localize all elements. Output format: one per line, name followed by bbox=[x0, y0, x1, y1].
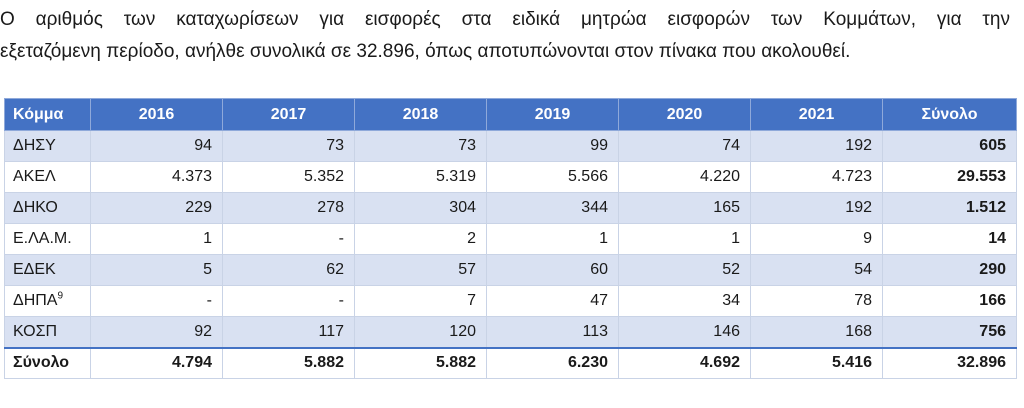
value-cell: 4.373 bbox=[90, 161, 223, 193]
header-2021: 2021 bbox=[750, 98, 883, 131]
value-cell: 5.352 bbox=[222, 161, 355, 193]
table-row: ΔΗΚΟ 229 278 304 344 165 192 1.512 bbox=[4, 192, 1017, 224]
table-header-row: Κόμμα 2016 2017 2018 2019 2020 2021 Σύνο… bbox=[4, 98, 1017, 131]
value-cell: 304 bbox=[354, 192, 487, 224]
value-cell: 57 bbox=[354, 254, 487, 286]
table-row: ΑΚΕΛ 4.373 5.352 5.319 5.566 4.220 4.723 29.553 bbox=[4, 161, 1017, 193]
party-cell: ΑΚΕΛ bbox=[4, 161, 91, 193]
row-total-cell: 756 bbox=[882, 316, 1017, 348]
header-2018: 2018 bbox=[354, 98, 487, 131]
value-cell: - bbox=[90, 285, 223, 317]
intro-paragraph: Ο αριθμός των καταχωρίσεων για εισφορές … bbox=[0, 0, 1010, 68]
value-cell: 5 bbox=[90, 254, 223, 286]
party-name: Ε.ΛΑ.Μ. bbox=[13, 230, 72, 247]
value-cell: 4.723 bbox=[750, 161, 883, 193]
party-name: ΔΗΣΥ bbox=[13, 137, 56, 154]
party-name: ΚΟΣΠ bbox=[13, 322, 58, 340]
value-cell: - bbox=[222, 285, 355, 317]
header-2017: 2017 bbox=[222, 98, 355, 131]
value-cell: 1 bbox=[90, 223, 223, 255]
intro-line-2: εξεταζόμενη περίοδο, ανήλθε συνολικά σε … bbox=[0, 41, 851, 62]
value-cell: 4.220 bbox=[618, 161, 751, 193]
sum-value-cell: 5.882 bbox=[354, 346, 487, 379]
sum-value-cell: 6.230 bbox=[486, 346, 619, 379]
value-cell: 78 bbox=[750, 285, 883, 317]
value-cell: 73 bbox=[354, 130, 487, 162]
table-row: ΕΔΕΚ 5 62 57 60 52 54 290 bbox=[4, 254, 1017, 286]
value-cell: - bbox=[222, 223, 355, 255]
party-cell: ΔΗΣΥ bbox=[4, 130, 91, 162]
value-cell: 54 bbox=[750, 254, 883, 286]
sum-value-cell: 5.416 bbox=[750, 346, 883, 379]
table-body: ΔΗΣΥ 94 73 73 99 74 192 605 ΑΚΕΛ 4.373 5.352 5.319 5… bbox=[4, 130, 1017, 379]
sum-value-cell: 4.692 bbox=[618, 346, 751, 379]
value-cell: 99 bbox=[486, 130, 619, 162]
party-name: ΔΗΚΟ bbox=[13, 199, 58, 216]
value-cell: 2 bbox=[354, 223, 487, 255]
value-cell: 192 bbox=[750, 130, 883, 162]
value-cell: 344 bbox=[486, 192, 619, 224]
sum-value-cell: 4.794 bbox=[90, 346, 223, 379]
table-row: ΔΗΣΥ 94 73 73 99 74 192 605 bbox=[4, 130, 1017, 162]
value-cell: 60 bbox=[486, 254, 619, 286]
contributions-table: Κόμμα 2016 2017 2018 2019 2020 2021 Σύνο… bbox=[4, 98, 1017, 379]
row-total-cell: 14 bbox=[882, 223, 1017, 255]
value-cell: 113 bbox=[486, 316, 619, 348]
value-cell: 229 bbox=[90, 192, 223, 224]
sum-row: Σύνολο 4.794 5.882 5.882 6.230 4.692 5.416 32.8… bbox=[4, 346, 1017, 379]
row-total-cell: 166 bbox=[882, 285, 1017, 317]
header-2016: 2016 bbox=[90, 98, 223, 131]
row-total-cell: 605 bbox=[882, 130, 1017, 162]
grand-total-cell: 32.896 bbox=[882, 346, 1017, 379]
row-total-cell: 29.553 bbox=[882, 161, 1017, 193]
party-cell: ΕΔΕΚ bbox=[4, 254, 91, 286]
value-cell: 120 bbox=[354, 316, 487, 348]
value-cell: 5.319 bbox=[354, 161, 487, 193]
value-cell: 74 bbox=[618, 130, 751, 162]
party-cell: ΚΟΣΠ bbox=[4, 316, 91, 348]
value-cell: 117 bbox=[222, 316, 355, 348]
party-cell: ΔΗΚΟ bbox=[4, 192, 91, 224]
party-cell: Ε.ΛΑ.Μ. bbox=[4, 223, 91, 255]
value-cell: 7 bbox=[354, 285, 487, 317]
value-cell: 94 bbox=[90, 130, 223, 162]
header-party: Κόμμα bbox=[4, 98, 91, 131]
value-cell: 146 bbox=[618, 316, 751, 348]
value-cell: 9 bbox=[750, 223, 883, 255]
table-row: Ε.ΛΑ.Μ. 1-2 1 1 9 14 bbox=[4, 223, 1017, 255]
value-cell: 1 bbox=[486, 223, 619, 255]
table-row: ΚΟΣΠ 92 117 120 113 146 168 756 bbox=[4, 316, 1017, 348]
sum-value-cell: 5.882 bbox=[222, 346, 355, 379]
value-cell: 192 bbox=[750, 192, 883, 224]
party-name: ΔΗΠΑ bbox=[13, 292, 58, 309]
intro-line-1: Ο αριθμός των καταχωρίσεων για εισφορές … bbox=[0, 9, 1010, 30]
header-total: Σύνολο bbox=[882, 98, 1017, 131]
value-cell: 47 bbox=[486, 285, 619, 317]
value-cell: 278 bbox=[222, 192, 355, 224]
value-cell: 52 bbox=[618, 254, 751, 286]
header-2019: 2019 bbox=[486, 98, 619, 131]
value-cell: 73 bbox=[222, 130, 355, 162]
row-total-cell: 1.512 bbox=[882, 192, 1017, 224]
value-cell: 62 bbox=[222, 254, 355, 286]
value-cell: 5.566 bbox=[486, 161, 619, 193]
value-cell: 165 bbox=[618, 192, 751, 224]
sum-label: Σύνολο bbox=[4, 346, 91, 379]
party-name: ΑΚΕΛ bbox=[13, 168, 56, 185]
header-2020: 2020 bbox=[618, 98, 751, 131]
row-total-cell: 290 bbox=[882, 254, 1017, 286]
footnote-marker: 9 bbox=[57, 290, 64, 302]
party-name: ΕΔΕΚ bbox=[13, 261, 56, 278]
value-cell: 1 bbox=[618, 223, 751, 255]
value-cell: 168 bbox=[750, 316, 883, 348]
value-cell: 34 bbox=[618, 285, 751, 317]
value-cell: 92 bbox=[90, 316, 223, 348]
party-cell: ΔΗΠΑ9 bbox=[4, 285, 91, 317]
table-row: ΔΗΠΑ9- -7 47 34 78 166 bbox=[4, 285, 1017, 317]
